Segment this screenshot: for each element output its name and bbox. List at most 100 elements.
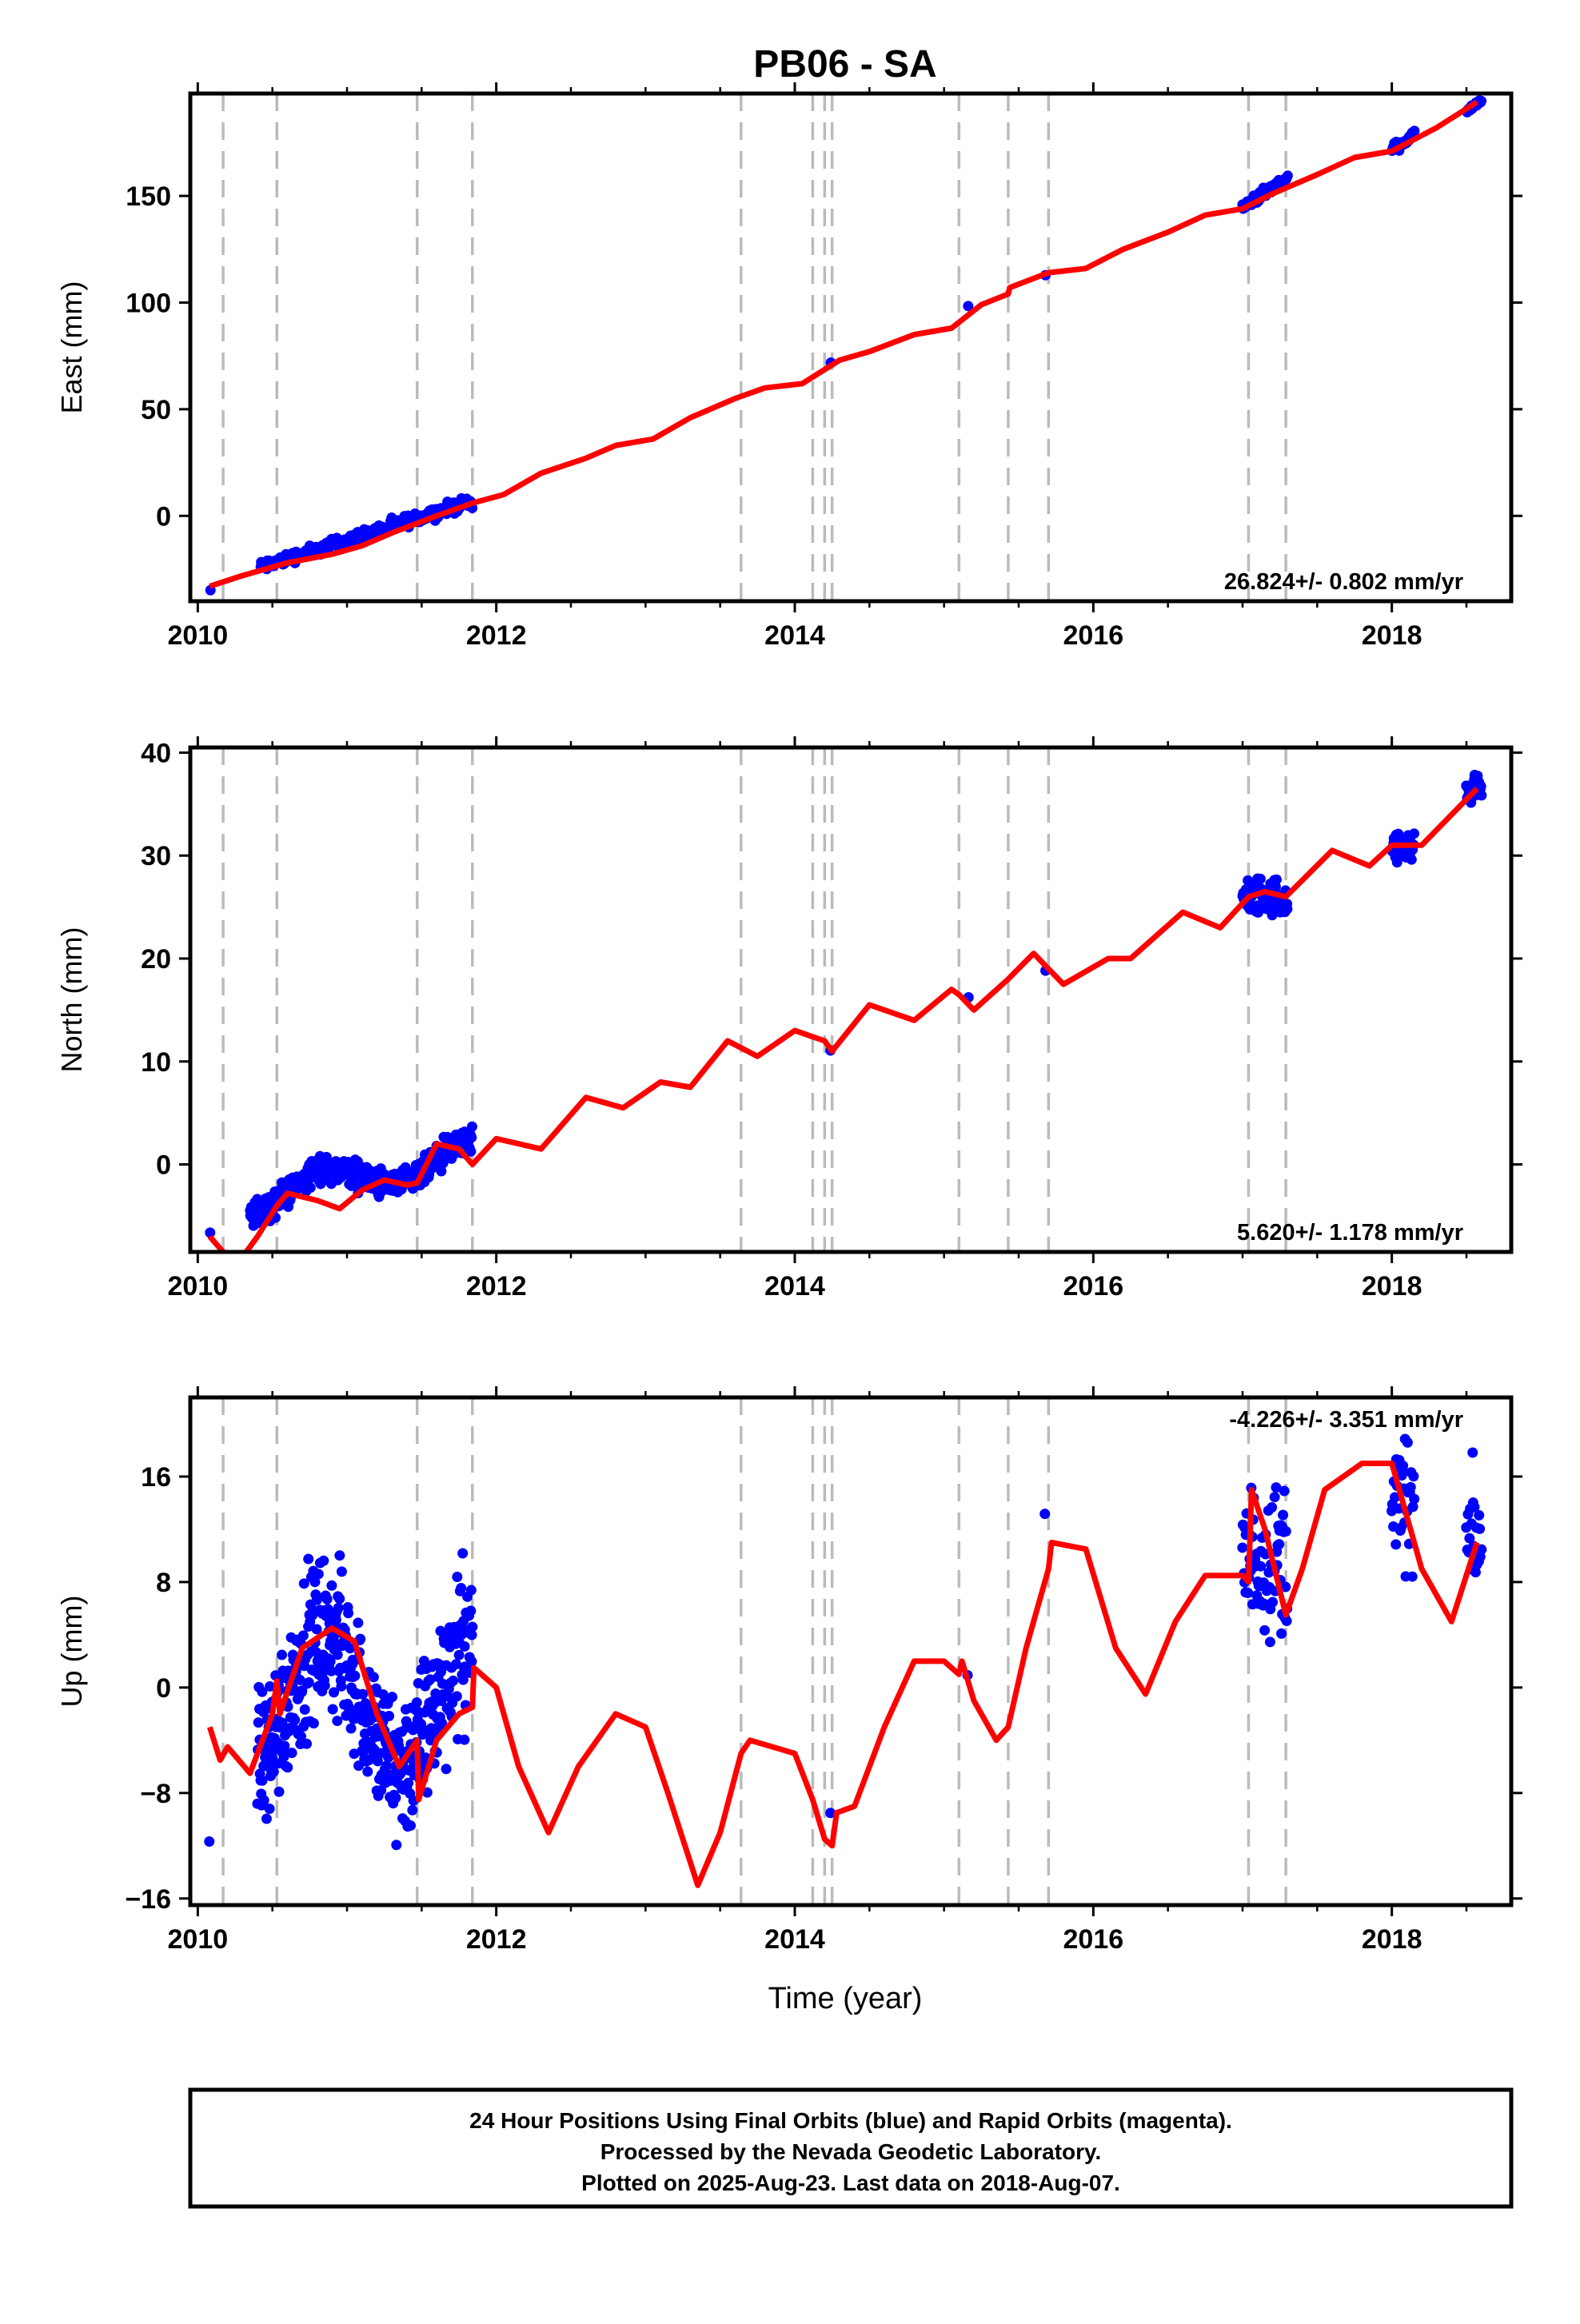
x-tick-label: 2010 bbox=[168, 1924, 229, 1955]
data-point bbox=[452, 1572, 463, 1583]
data-points bbox=[205, 769, 1487, 1238]
data-point bbox=[1476, 790, 1487, 801]
data-point bbox=[303, 1553, 314, 1565]
data-point bbox=[1405, 1481, 1416, 1493]
data-point bbox=[345, 1723, 357, 1734]
x-tick-label: 2012 bbox=[466, 1271, 527, 1302]
rate-label-east: 26.824+/- 0.802 mm/yr bbox=[1224, 569, 1463, 595]
data-point bbox=[332, 1649, 343, 1660]
data-point bbox=[277, 1717, 288, 1728]
footer-box: 24 Hour Positions Using Final Orbits (bl… bbox=[188, 2087, 1514, 2209]
data-point bbox=[299, 1704, 310, 1715]
data-point bbox=[425, 1674, 436, 1685]
data-point bbox=[441, 1764, 452, 1775]
data-point bbox=[353, 1617, 364, 1628]
data-point bbox=[457, 1548, 469, 1559]
y-tick-label: 16 bbox=[141, 1462, 171, 1493]
data-point bbox=[465, 1605, 477, 1616]
data-point bbox=[457, 1674, 469, 1685]
data-point bbox=[436, 1166, 447, 1177]
data-point bbox=[1255, 873, 1266, 884]
data-point bbox=[1409, 126, 1420, 137]
data-point bbox=[309, 1577, 321, 1588]
y-tick-label: 40 bbox=[141, 738, 171, 768]
data-point bbox=[1267, 1502, 1278, 1513]
data-point bbox=[391, 1840, 402, 1851]
y-tick-label: 30 bbox=[141, 841, 171, 871]
data-point bbox=[418, 1656, 429, 1667]
x-tick-label: 2010 bbox=[168, 1271, 229, 1302]
data-point bbox=[465, 1146, 477, 1157]
rate-label-north: 5.620+/- 1.178 mm/yr bbox=[1237, 1220, 1463, 1246]
data-point bbox=[282, 1762, 293, 1773]
data-point bbox=[316, 1660, 327, 1671]
panel-north: 2010 2012 2014 2016 2018 0 10 20 30 40 North (mm) 5… bbox=[55, 736, 1522, 1302]
data-point bbox=[1278, 1509, 1289, 1521]
data-point bbox=[1464, 1533, 1475, 1544]
data-point bbox=[450, 1659, 461, 1670]
data-point bbox=[456, 1582, 467, 1593]
y-tick-label: 0 bbox=[156, 1150, 171, 1181]
data-point bbox=[268, 1766, 279, 1777]
data-point bbox=[403, 1777, 414, 1788]
data-point bbox=[258, 1795, 269, 1806]
data-point bbox=[1398, 1460, 1409, 1471]
data-point bbox=[353, 1760, 365, 1772]
model-line bbox=[207, 787, 1479, 1252]
data-point bbox=[204, 1836, 215, 1848]
data-point bbox=[1282, 903, 1293, 915]
y-tick-label: −16 bbox=[125, 1884, 171, 1915]
data-point bbox=[253, 1717, 264, 1728]
x-tick-label: 2014 bbox=[764, 620, 825, 651]
data-point bbox=[387, 1692, 398, 1703]
footer-line-3: Plotted on 2025-Aug-23. Last data on 201… bbox=[581, 2171, 1120, 2195]
data-point bbox=[289, 1714, 301, 1725]
data-point bbox=[1469, 1501, 1480, 1513]
data-point bbox=[407, 1804, 418, 1816]
data-point bbox=[1269, 1492, 1280, 1503]
y-tick-label: 0 bbox=[156, 501, 171, 532]
data-point bbox=[321, 1151, 332, 1162]
data-point bbox=[421, 1787, 433, 1798]
y-tick-label: 0 bbox=[156, 1673, 171, 1704]
data-point bbox=[355, 1633, 366, 1644]
data-point bbox=[1474, 1523, 1486, 1534]
panel-up: 2010 2012 2014 2016 2018 −16 −8 0 8 16 Up (mm) -4.2… bbox=[55, 1386, 1522, 1955]
data-point bbox=[1474, 1509, 1485, 1521]
data-point bbox=[451, 1691, 462, 1702]
x-tick-label: 2014 bbox=[764, 1924, 825, 1955]
data-point bbox=[362, 1766, 373, 1777]
data-point bbox=[1476, 95, 1487, 106]
data-point bbox=[1282, 170, 1293, 181]
data-point bbox=[1408, 1471, 1419, 1482]
data-point bbox=[298, 1578, 309, 1589]
data-point bbox=[372, 1756, 383, 1767]
data-point bbox=[1476, 1544, 1487, 1555]
data-point bbox=[466, 1132, 477, 1143]
data-point bbox=[321, 1593, 333, 1604]
data-point bbox=[1267, 1597, 1279, 1608]
data-point bbox=[264, 1804, 275, 1815]
data-point bbox=[1264, 1636, 1275, 1648]
data-point bbox=[1280, 1526, 1291, 1537]
data-point bbox=[459, 1734, 470, 1745]
data-point bbox=[1259, 1624, 1271, 1636]
data-point bbox=[276, 1649, 287, 1660]
y-tick-label: 8 bbox=[156, 1568, 171, 1598]
data-point bbox=[1407, 1501, 1418, 1513]
data-point bbox=[1039, 1509, 1051, 1520]
data-point bbox=[319, 1680, 330, 1691]
data-point bbox=[325, 1656, 336, 1667]
data-point bbox=[1406, 1571, 1418, 1582]
data-point bbox=[1274, 1539, 1285, 1550]
data-point bbox=[465, 1585, 477, 1596]
data-point bbox=[390, 1792, 401, 1804]
data-point bbox=[333, 1602, 344, 1613]
y-tick-label: 150 bbox=[126, 181, 171, 212]
data-point bbox=[1408, 828, 1419, 839]
footer-line-1: 24 Hour Positions Using Final Orbits (bl… bbox=[469, 2108, 1232, 2133]
data-point bbox=[1281, 1616, 1292, 1627]
y-axis-label-up: Up (mm) bbox=[55, 1596, 88, 1708]
x-tick-label: 2016 bbox=[1063, 1924, 1124, 1955]
